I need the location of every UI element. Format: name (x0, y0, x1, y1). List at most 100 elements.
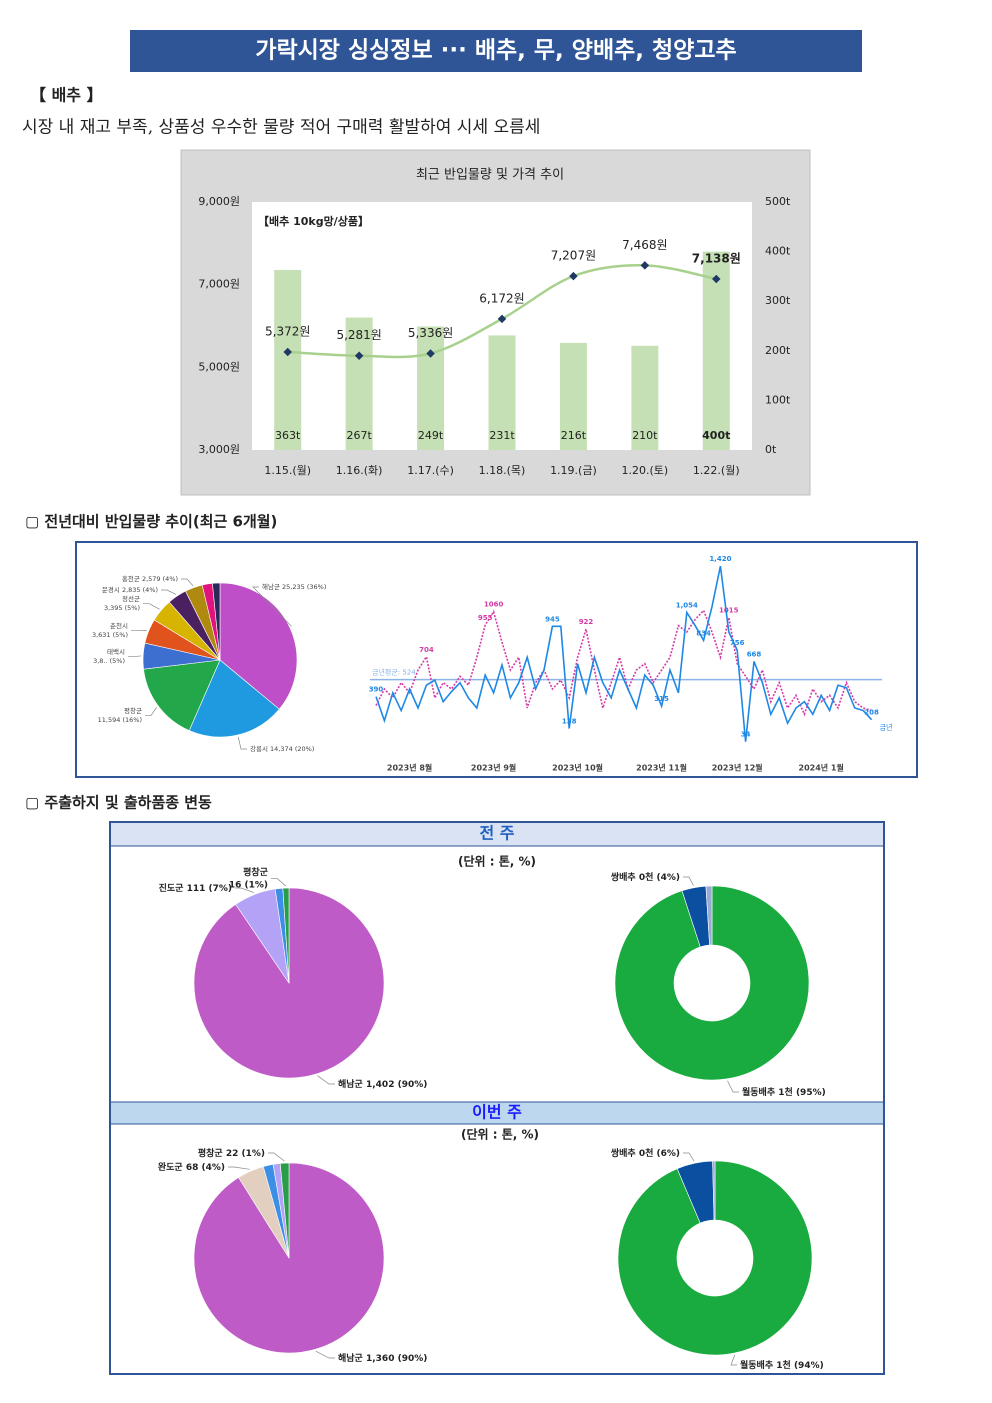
slice-value: 11,594 (16%) (98, 716, 142, 724)
slice-name: 쌍배추 (611, 1147, 636, 1159)
slice (212, 582, 221, 661)
bar-label: 249t (418, 429, 444, 442)
slice-name: 월동배추 (742, 1086, 775, 1098)
point-label: 1,054 (676, 601, 698, 609)
panel-title: 전 주 (479, 824, 514, 843)
x-tick-label: 1.22.(월) (693, 464, 740, 477)
title: 가락시장 싱싱정보 ··· 배추, 무, 양배추, 청양고추 (255, 38, 736, 64)
slice-label: 월동배추 1천 (94%) (740, 1359, 824, 1371)
leader-line (143, 603, 160, 610)
point-label: 756 (730, 639, 745, 647)
x-tick-label: 2024년 1월 (799, 763, 844, 773)
x-tick-label: 1.18.(목) (479, 464, 526, 477)
leader-line (315, 1350, 335, 1359)
panel-header (111, 823, 883, 846)
slice-label: 평창군 11,594 (16%) (98, 706, 142, 724)
unit: (단위 : 톤, %) (458, 854, 536, 869)
slice-name: 해남군 (338, 1078, 364, 1090)
price-marker (569, 271, 578, 281)
slice-value: 3,631 (5%) (92, 631, 128, 639)
title-box (130, 30, 862, 72)
section: 【 배추 】 (30, 86, 103, 105)
slice-value: 14,374 (20%) (270, 745, 314, 753)
x-tick-label: 1.15.(월) (264, 464, 311, 477)
slice-label: 강릉시 14,374 (20%) (250, 744, 314, 753)
leader-line (128, 655, 142, 657)
y-tick-label: 5,000원 (198, 360, 240, 373)
slice-value: 2,579 (4%) (142, 575, 178, 583)
slice-label: 홍천군 2,579 (4%) (122, 574, 178, 583)
slice-value: 0천 (6%) (639, 1148, 680, 1159)
point-label: 704 (419, 646, 434, 654)
slice-name: 진도군 (159, 882, 185, 894)
leader-line (252, 586, 292, 627)
price-label: 5,372원 (265, 324, 310, 338)
slice (712, 1160, 716, 1221)
slice-value: 3,8.. (5%) (93, 657, 125, 665)
leader-line (271, 877, 287, 887)
slice-name: 평창군 (243, 866, 269, 878)
leader-line (268, 1152, 285, 1162)
slice-value: 0천 (4%) (639, 872, 680, 883)
series-line (375, 609, 872, 717)
y-tick-label: 3,000원 (198, 443, 240, 456)
bar (631, 345, 659, 450)
price-label: 7,207원 (551, 249, 596, 263)
y2-tick-label: 500t (765, 195, 791, 208)
price-marker (497, 314, 507, 324)
slice-label: 태백시 3,8.. (5%) (93, 647, 125, 665)
price-label: 7,468원 (622, 238, 667, 252)
slice-name: 해남군 (262, 582, 280, 591)
bar-label: 363t (275, 429, 301, 442)
slice-name: 완도군 (158, 1161, 184, 1173)
slice (143, 659, 221, 731)
bar-label: 267t (346, 429, 372, 442)
slice-name: 월동배추 (740, 1359, 773, 1371)
point-label: 315 (654, 695, 669, 703)
chart-title: 최근 반입물량 및 가격 추이 (416, 168, 564, 183)
slice-value: 111 (7%) (187, 884, 232, 894)
slice-label: 해남군 1,360 (90%) (338, 1352, 427, 1364)
price-label: 6,172원 (479, 291, 524, 305)
slice-label: 해남군 1,402 (90%) (338, 1078, 427, 1090)
point-label: 922 (579, 618, 594, 626)
slice-value: 16 (1%) (229, 880, 268, 890)
slice-value: 1천 (94%) (776, 1360, 823, 1371)
slice-value: 1,360 (90%) (366, 1354, 427, 1364)
y-tick-label: 9,000원 (198, 195, 240, 208)
leader-line (228, 1166, 250, 1170)
price-label: 5,336원 (408, 326, 453, 340)
slice-value: 25,235 (36%) (282, 583, 326, 591)
slice-label: 춘천시 3,631 (5%) (92, 621, 128, 639)
bar-label: 400t (702, 429, 730, 442)
panel-title: 이번 주 (472, 1103, 522, 1122)
slice-value: 1,402 (90%) (366, 1080, 427, 1090)
slice-label: 쌍배추 0천 (4%) (611, 871, 680, 883)
x-tick-label: 1.16.(화) (336, 464, 383, 477)
slice-label: 평창군 22 (1%) (198, 1147, 265, 1159)
price-label: 7,138원 (692, 251, 741, 265)
heading: ▢ 전년대비 반입물량 추이(최근 6개월) (25, 513, 277, 531)
price-marker (354, 351, 364, 360)
leader-line (161, 589, 177, 595)
x-tick-label: 2023년 12월 (712, 763, 763, 773)
x-tick-label: 1.17.(수) (407, 464, 454, 477)
point-label: 945 (545, 615, 560, 623)
slice-label: 월동배추 1천 (95%) (742, 1086, 826, 1098)
slice-value: 1천 (95%) (778, 1087, 825, 1098)
slice-name: 평창군 (124, 706, 142, 715)
x-tick-label: 2023년 11월 (636, 763, 687, 773)
summary: 시장 내 재고 부족, 상품성 우수한 물량 적어 구매력 활발하여 시세 오름… (22, 118, 540, 138)
slice-name: 쌍배추 (611, 871, 636, 883)
point-label: 208 (864, 709, 879, 717)
point-label: 34 (741, 731, 751, 739)
slice-name: 춘천시 (110, 621, 128, 630)
slice-label: 정선군 3,395 (5%) (104, 594, 140, 612)
x-tick-label: 1.19.(금) (550, 464, 597, 477)
heading: ▢ 주출하지 및 출하품종 변동 (25, 794, 212, 812)
price-marker (283, 347, 292, 357)
point-label: 138 (562, 718, 577, 726)
slice-name: 평창군 (198, 1147, 224, 1159)
